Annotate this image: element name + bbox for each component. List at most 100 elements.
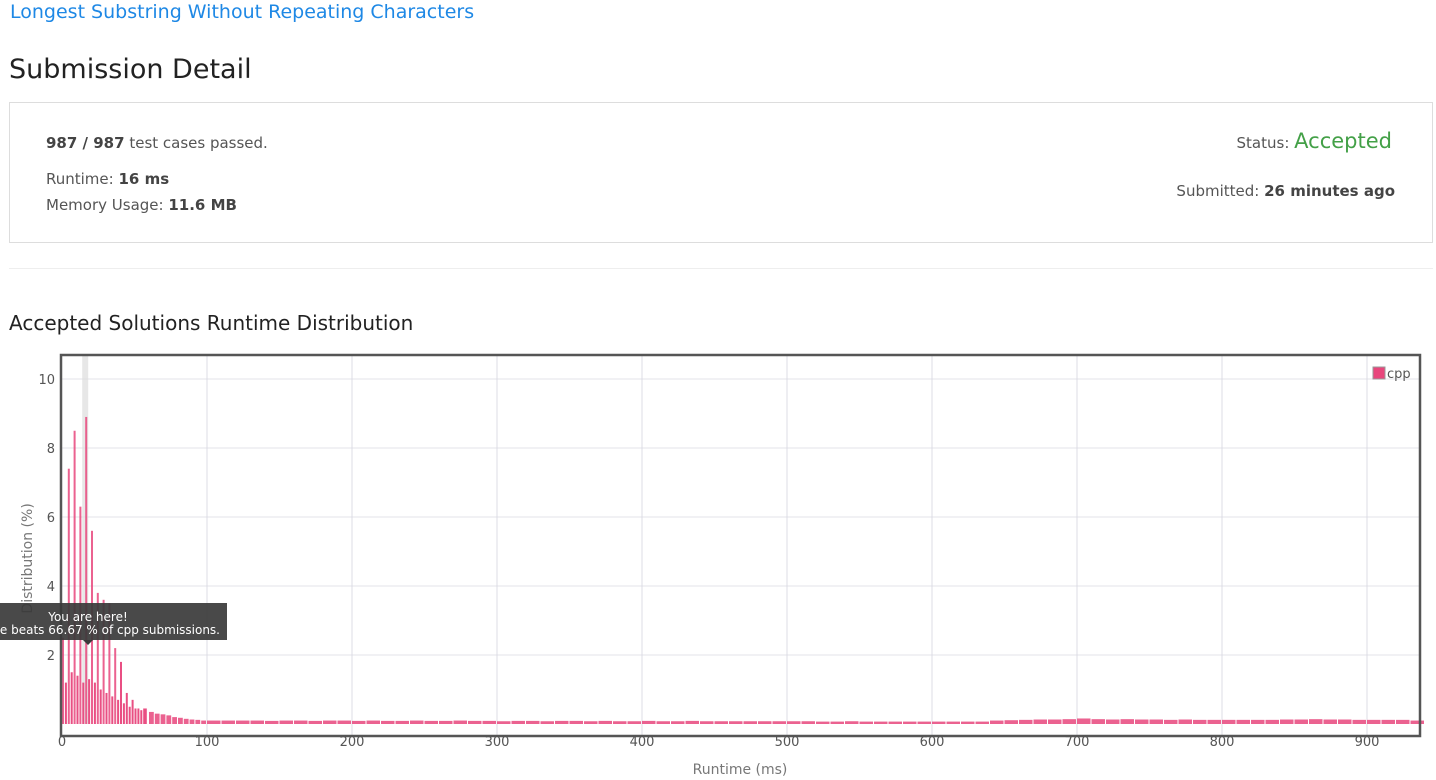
bar[interactable] [1091, 719, 1106, 724]
bar[interactable] [627, 721, 642, 724]
bar[interactable] [221, 720, 236, 724]
bar[interactable] [166, 715, 172, 724]
bar[interactable] [381, 720, 395, 724]
bar[interactable] [1120, 719, 1135, 724]
bar[interactable] [108, 603, 111, 724]
bar[interactable] [76, 675, 79, 724]
bar[interactable] [85, 416, 88, 724]
bar[interactable] [308, 720, 323, 724]
bar[interactable] [134, 708, 137, 724]
legend[interactable]: cpp [1372, 366, 1411, 382]
bar[interactable] [714, 721, 729, 724]
bar[interactable] [961, 721, 975, 724]
bar[interactable] [917, 721, 932, 724]
bar[interactable] [888, 721, 903, 724]
bar[interactable] [1367, 719, 1381, 724]
bar[interactable] [189, 719, 195, 724]
bar[interactable] [1338, 719, 1352, 724]
bar[interactable] [946, 721, 961, 724]
bar[interactable] [73, 430, 76, 724]
bar[interactable] [859, 721, 874, 724]
bar[interactable] [1352, 719, 1367, 724]
bar[interactable] [1222, 719, 1236, 724]
bar[interactable] [613, 721, 627, 724]
bar[interactable] [1294, 719, 1309, 724]
bar[interactable] [62, 637, 64, 724]
bar[interactable] [111, 696, 114, 724]
bar[interactable] [453, 720, 468, 724]
bar[interactable] [671, 721, 685, 724]
bar[interactable] [70, 672, 73, 724]
bar[interactable] [1381, 719, 1396, 724]
bar[interactable] [1164, 719, 1178, 724]
bar[interactable] [642, 720, 656, 724]
bar[interactable] [772, 721, 787, 724]
bar[interactable] [236, 720, 250, 724]
bar[interactable] [598, 720, 613, 724]
bar[interactable] [143, 708, 147, 724]
bar[interactable] [1251, 719, 1265, 724]
bar[interactable] [555, 720, 569, 724]
bar[interactable] [1033, 719, 1048, 724]
bar[interactable] [102, 599, 105, 724]
bar[interactable] [128, 706, 131, 724]
bar[interactable] [64, 682, 67, 724]
bar[interactable] [729, 721, 743, 724]
bar[interactable] [323, 720, 337, 724]
bar[interactable] [787, 721, 801, 724]
bar[interactable] [1396, 719, 1410, 724]
bar[interactable] [424, 720, 439, 724]
bar[interactable] [183, 718, 189, 724]
bar[interactable] [1149, 719, 1164, 724]
bar[interactable] [1193, 719, 1207, 724]
bar[interactable] [685, 720, 700, 724]
bar[interactable] [82, 682, 85, 724]
bar[interactable] [468, 720, 482, 724]
bar[interactable] [1207, 719, 1222, 724]
bar[interactable] [279, 720, 294, 724]
bar[interactable] [1077, 718, 1091, 724]
bar[interactable] [758, 721, 772, 724]
bar[interactable] [125, 692, 128, 724]
bar[interactable] [120, 661, 122, 724]
bar[interactable] [93, 682, 96, 724]
bar[interactable] [1048, 719, 1062, 724]
bar[interactable] [352, 720, 366, 724]
bar[interactable] [154, 713, 160, 724]
bar[interactable] [131, 699, 134, 724]
bar[interactable] [88, 679, 91, 724]
bar[interactable] [366, 720, 381, 724]
bar[interactable] [172, 717, 177, 724]
bar[interactable] [160, 714, 166, 724]
bar[interactable] [67, 468, 70, 724]
bar[interactable] [1135, 719, 1149, 724]
bar[interactable] [874, 721, 888, 724]
bar[interactable] [117, 699, 120, 724]
bar[interactable] [1280, 719, 1294, 724]
bar[interactable] [410, 720, 424, 724]
bar[interactable] [1410, 720, 1425, 724]
bar[interactable] [932, 721, 946, 724]
bar[interactable] [439, 720, 453, 724]
bar[interactable] [526, 720, 540, 724]
bar[interactable] [1236, 719, 1251, 724]
bar[interactable] [584, 721, 598, 724]
bar[interactable] [1062, 719, 1077, 724]
bar[interactable] [114, 648, 117, 724]
bar[interactable] [1323, 719, 1338, 724]
bar[interactable] [149, 711, 154, 724]
bar[interactable] [903, 721, 917, 724]
bar[interactable] [1265, 719, 1280, 724]
bar[interactable] [1019, 719, 1033, 724]
bar[interactable] [122, 703, 125, 724]
bar[interactable] [137, 708, 140, 724]
bar[interactable] [700, 721, 714, 724]
problem-link[interactable]: Longest Substring Without Repeating Char… [10, 1, 475, 23]
bar[interactable] [845, 721, 859, 724]
bar[interactable] [105, 692, 108, 724]
bar[interactable] [656, 721, 671, 724]
bar[interactable] [1309, 719, 1323, 724]
bar[interactable] [1106, 719, 1120, 724]
bar[interactable] [497, 721, 511, 724]
bar[interactable] [250, 720, 265, 724]
